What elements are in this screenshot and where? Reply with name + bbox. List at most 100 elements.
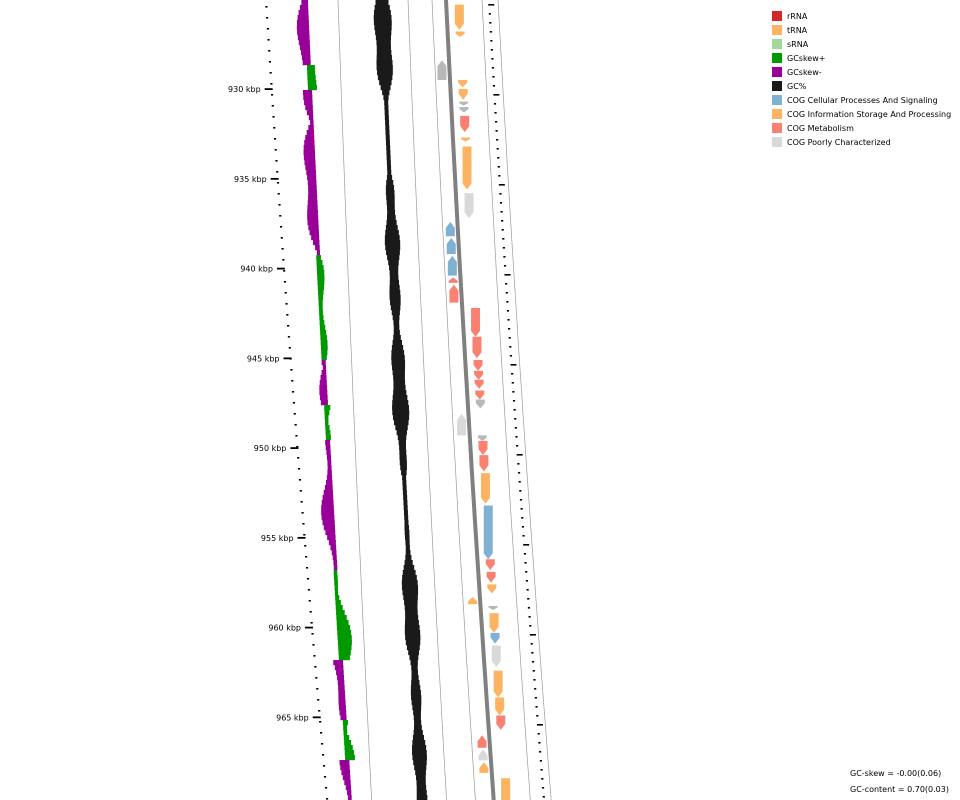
scale-major-tick [270,177,279,180]
scale-tick [281,248,284,250]
legend-swatch [772,53,782,63]
gc-content-bar [389,285,400,291]
legend-item: GCskew+ [772,51,951,65]
gc-skew-minus-bar [304,100,313,106]
gc-skew-minus-bar [301,55,311,61]
gc-skew-minus-bar [308,225,319,231]
gc-content-bar [399,455,407,461]
gc-content-bar [392,340,403,346]
cds-feature-arrow [483,505,493,560]
gc-skew-minus-bar [336,670,344,676]
cds-feature-arrow [478,440,488,456]
scale-tick [279,226,283,228]
scale-label: 935 kbp [234,175,267,184]
outer-tick [489,31,492,33]
scale-tick [290,369,293,371]
gc-skew-stat: GC-skew = -0.00(0.06) [850,769,942,778]
gc-content-bar [386,155,391,161]
gc-content-bar [393,325,400,331]
gc-skew-plus-bar [344,750,355,756]
gc-content-bar [412,740,426,746]
outer-tick [535,706,538,708]
scale-tick [266,17,269,19]
gc-content-bar [388,260,399,266]
scale-tick [287,325,290,327]
gc-content-bar [403,510,408,516]
gc-skew-plus-bar [307,85,317,91]
cds-feature-arrow [489,613,499,633]
gc-content-bar [416,790,427,796]
scale-tick [311,633,314,635]
gc-skew-minus-bar [324,485,333,491]
scale-tick [321,743,324,745]
gc-skew-minus-bar [340,765,350,771]
cds-feature-arrow [446,237,456,255]
gc-content-bar [405,635,421,641]
scale-tick [315,677,318,679]
outer-tick [494,121,498,123]
outer-tick [524,562,527,564]
gc-content-bar [386,220,397,226]
gc-content-bar [385,225,398,231]
gc-skew-minus-bar [345,785,352,791]
outer-tick [527,607,531,609]
gc-skew-plus-bar [345,755,355,761]
gc-skew-minus-bar [311,235,320,241]
gc-skew-plus-bar [319,315,324,321]
gc-skew-minus-bar [333,560,338,566]
gc-skew-plus-bar [319,320,325,326]
gc-content-bar [403,565,415,571]
gc-skew-minus-bar [327,465,332,471]
gc-content-stat: GC-content = 0.70(0.03) [850,785,949,794]
gc-content-bar [410,685,421,691]
gc-content-bar [389,290,401,296]
gc-content-bar [403,500,408,506]
gc-skew-minus-bar [327,460,332,466]
gc-content-bar [386,145,391,151]
scale-major-tick [276,267,285,270]
gc-content-bar [392,370,405,376]
outer-tick [516,445,519,447]
gc-content-bar [391,345,404,351]
gc-skew-minus-bar [325,480,333,486]
gc-content-bar [411,680,420,686]
outer-tick [490,49,493,51]
scale-label: 940 kbp [240,265,273,274]
scale-tick [316,688,319,690]
gc-skew-minus-bar [339,760,350,766]
scale-major-tick [312,716,321,719]
gc-content-bar [411,750,427,756]
gc-skew-minus-bar [320,375,327,381]
gc-skew-plus-bar [338,655,350,661]
outer-tick [525,571,528,573]
outer-tick [512,400,516,402]
gc-content-bar [401,580,418,586]
gc-skew-minus-bar [306,130,315,136]
cds-feature-arrow [445,221,455,237]
outer-tick [514,418,517,420]
gc-content-bar [405,550,411,556]
outer-tick [510,364,517,366]
gc-skew-minus-bar [325,530,336,536]
outer-tick [542,796,545,798]
legend-label: rRNA [787,11,808,21]
gc-content-bar [393,390,407,396]
gc-content-bar [404,525,410,531]
gc-skew-minus-bar [330,545,337,551]
gc-content-bar [411,675,419,681]
gc-content-bar [391,310,400,316]
gc-content-bar [411,745,427,751]
gc-skew-minus-bar [307,215,319,221]
gc-skew-minus-bar [325,440,331,446]
gc-skew-minus-bar [326,450,331,456]
legend-item: GC% [772,79,951,93]
gc-skew-plus-bar [335,595,340,601]
gc-skew-minus-bar [305,105,313,111]
legend-swatch [772,109,782,119]
scale-tick [302,523,305,525]
scale-tick [323,776,327,778]
scale-tick [277,193,280,195]
gc-content-bar [387,255,400,261]
gc-skew-plus-bar [318,305,323,311]
outer-tick [498,184,505,186]
